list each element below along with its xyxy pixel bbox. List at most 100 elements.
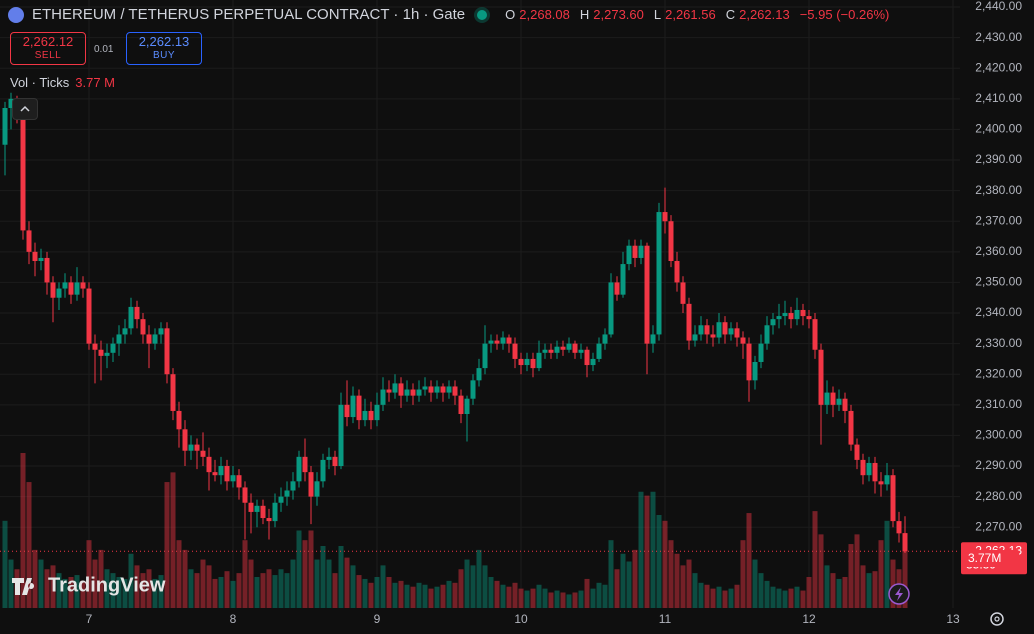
volume-bar xyxy=(380,565,386,608)
coin-icon xyxy=(8,6,24,23)
volume-bar xyxy=(422,584,428,608)
volume-bar xyxy=(476,549,482,608)
volume-bar xyxy=(356,575,362,608)
candle-body xyxy=(254,505,260,512)
candle-body xyxy=(368,410,374,421)
candle-body xyxy=(218,466,224,476)
volume-bar xyxy=(662,520,668,608)
high-key: H xyxy=(579,7,590,22)
volume-bar xyxy=(62,578,68,608)
volume-bar xyxy=(314,559,320,608)
logo xyxy=(12,578,35,595)
volume-bar xyxy=(86,540,92,608)
buy-button[interactable]: 2,262.13 BUY xyxy=(126,32,202,65)
volume-bar xyxy=(212,578,218,608)
candle-body xyxy=(152,334,158,344)
candle-body xyxy=(422,386,428,390)
volume-bar xyxy=(518,588,524,608)
candle-body xyxy=(782,313,788,317)
volume-bar xyxy=(146,569,152,608)
watermark-text: TradingView xyxy=(48,574,166,596)
candle-body xyxy=(824,392,830,405)
candle-body xyxy=(200,450,206,457)
y-tick-label: 2,410.00 xyxy=(975,91,1022,105)
volume-bar xyxy=(782,590,788,608)
candle-body xyxy=(872,462,878,482)
candle-body xyxy=(584,349,590,366)
candle-body xyxy=(554,346,560,353)
collapse-button[interactable] xyxy=(12,98,38,120)
candle-body xyxy=(8,98,14,109)
volume-bar xyxy=(404,584,410,608)
candle-body xyxy=(266,518,272,522)
volume-bar xyxy=(884,520,890,608)
volume-bar xyxy=(788,588,794,608)
volume-bar xyxy=(860,565,866,608)
volume-bar xyxy=(644,495,650,608)
volume-bar xyxy=(848,544,854,608)
volume-bar xyxy=(332,573,338,608)
candle-body xyxy=(116,334,122,344)
volume-bar xyxy=(584,578,590,608)
open-key: O xyxy=(505,7,516,22)
volume-bar xyxy=(692,573,698,608)
volume-bar xyxy=(752,559,758,608)
candle-body xyxy=(638,245,644,258)
candle-body xyxy=(866,462,872,476)
symbol-title: ETHEREUM / TETHERUS PERPETUAL CONTRACT ·… xyxy=(32,6,466,23)
volume-bar xyxy=(80,580,86,608)
volume-tag-bg xyxy=(963,549,1019,567)
candle-body xyxy=(338,404,344,467)
volume-bar xyxy=(548,592,554,608)
candle-body xyxy=(752,361,758,381)
candle-body xyxy=(446,386,452,393)
volume-bar xyxy=(674,553,680,608)
volume-bar xyxy=(512,582,518,608)
candle-body xyxy=(44,257,50,283)
volume-bar xyxy=(362,578,368,608)
candle-body xyxy=(500,337,506,344)
volume-bar xyxy=(902,534,908,608)
x-tick-label: 11 xyxy=(659,612,672,626)
volume-bar xyxy=(740,540,746,608)
settings-button[interactable] xyxy=(990,612,1004,626)
volume-bar xyxy=(230,580,236,608)
volume-bar xyxy=(716,586,722,608)
quantity[interactable]: 0.01 xyxy=(94,44,114,55)
candle-body xyxy=(464,398,470,415)
y-tick-label: 2,440.00 xyxy=(975,0,1022,13)
header: ETHEREUM / TETHERUS PERPETUAL CONTRACT ·… xyxy=(8,6,889,23)
settings-icon[interactable] xyxy=(990,612,1004,626)
close-key: C xyxy=(725,7,736,22)
volume-bar xyxy=(710,588,716,608)
volume-bar xyxy=(650,491,656,608)
candle-body xyxy=(698,325,704,335)
candle-body xyxy=(26,230,32,252)
candle-body xyxy=(236,475,242,488)
candle-body xyxy=(740,337,746,344)
y-tick-label: 2,320.00 xyxy=(975,366,1022,380)
volume-bar xyxy=(152,578,158,608)
candle-body xyxy=(650,334,656,344)
candle-body xyxy=(308,472,314,497)
sell-button[interactable]: 2,262.12 SELL xyxy=(10,32,86,65)
candle-body xyxy=(608,282,614,335)
low-value: 2,261.56 xyxy=(665,7,716,22)
volume-bar xyxy=(56,573,62,608)
candle-body xyxy=(836,398,842,405)
volume-bar xyxy=(32,549,38,608)
y-tick-label: 2,350.00 xyxy=(975,275,1022,289)
candle-body xyxy=(326,456,332,460)
candle-body xyxy=(884,475,890,485)
alert-button[interactable] xyxy=(888,583,910,605)
volume-bar xyxy=(140,573,146,608)
candle-body xyxy=(668,221,674,262)
chevron xyxy=(20,105,30,112)
candle-body xyxy=(800,309,806,317)
candle-body xyxy=(344,404,350,418)
volume-bar xyxy=(242,540,248,608)
open-value: 2,268.08 xyxy=(519,7,570,22)
candle-body xyxy=(362,410,368,421)
candle-body xyxy=(716,322,722,338)
volume-bar xyxy=(8,559,14,608)
